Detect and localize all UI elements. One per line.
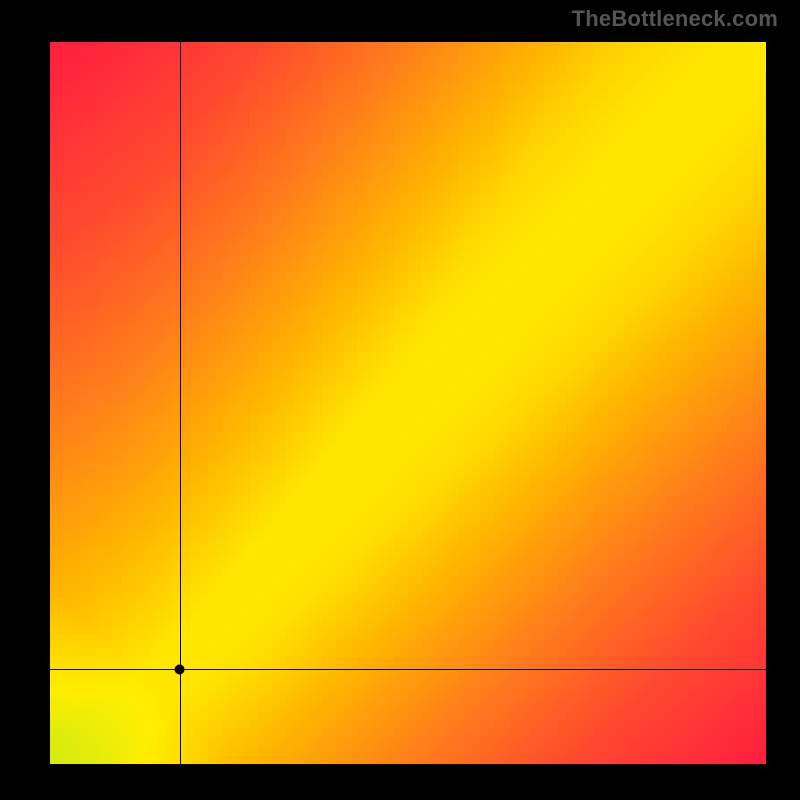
chart-container: TheBottleneck.com bbox=[0, 0, 800, 800]
heatmap-canvas bbox=[0, 0, 800, 800]
watermark-text: TheBottleneck.com bbox=[572, 6, 778, 32]
